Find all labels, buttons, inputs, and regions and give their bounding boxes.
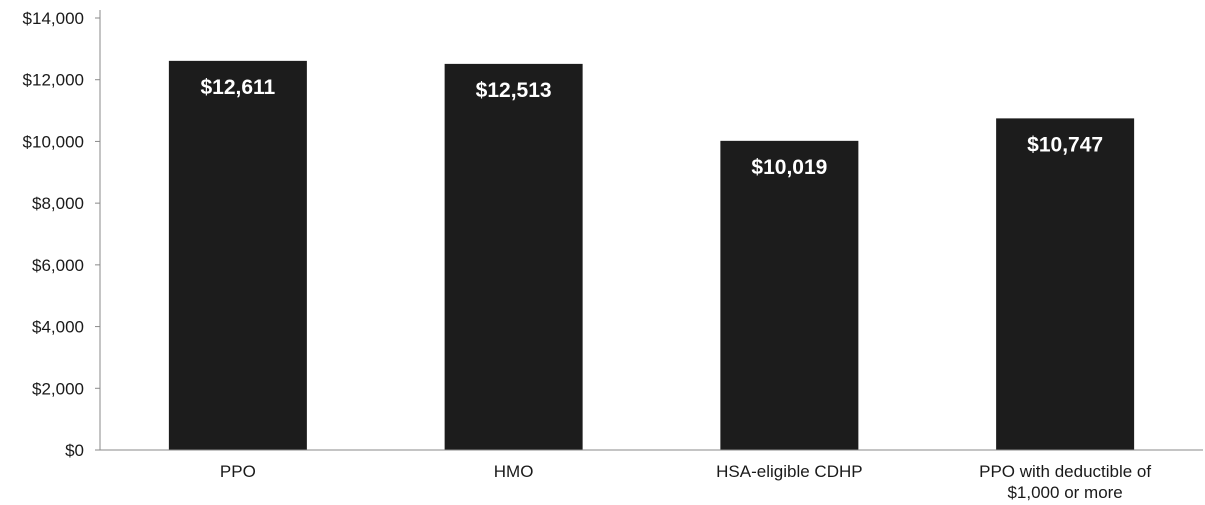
bar bbox=[444, 63, 583, 450]
y-tick-label: $2,000 bbox=[32, 379, 84, 398]
x-axis: PPO HMO HSA-eligible CDHP PPO with deductib… bbox=[100, 449, 1203, 502]
y-tick-label: $8,000 bbox=[32, 194, 84, 213]
bar bbox=[720, 140, 859, 450]
bar-value-label: $12,611 bbox=[200, 76, 275, 99]
y-tick-label: $4,000 bbox=[32, 318, 84, 337]
bar-value-label: $10,019 bbox=[751, 156, 827, 179]
x-category-label: HMO bbox=[494, 462, 534, 481]
y-tick-label: $12,000 bbox=[23, 71, 84, 90]
x-category-label: PPO with deductible of $1,000 or more bbox=[979, 462, 1151, 502]
y-axis: $0 $2,000 $4,000 $6,000 $8,000 $10,000 $12,000… bbox=[23, 9, 101, 460]
y-tick-label: $0 bbox=[65, 441, 84, 460]
bar bbox=[168, 60, 307, 451]
y-tick-label: $10,000 bbox=[23, 132, 84, 151]
y-tick-label: $14,000 bbox=[23, 9, 84, 28]
bar-value-label: $12,513 bbox=[476, 79, 552, 102]
x-category-label: PPO bbox=[220, 462, 256, 481]
x-category-label: HSA-eligible CDHP bbox=[716, 462, 862, 481]
bars: $12,611 $12,513 $10,019 $10,747 bbox=[168, 60, 1135, 451]
bar bbox=[996, 118, 1135, 450]
bar-value-label: $10,747 bbox=[1027, 133, 1103, 156]
y-tick-label: $6,000 bbox=[32, 256, 84, 275]
